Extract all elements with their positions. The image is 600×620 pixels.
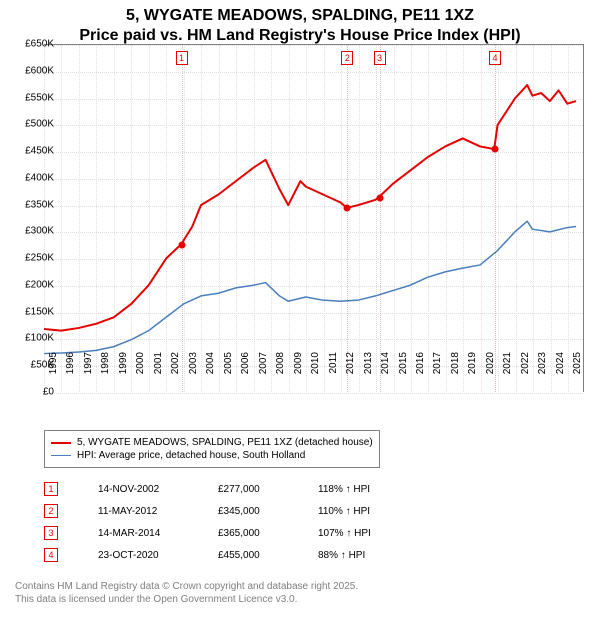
sales-table-row: 4 23-OCT-2020£455,00088% ↑ HPI — [44, 544, 418, 566]
x-tick-label: 2018 — [450, 352, 461, 374]
sales-table-row: 2 11-MAY-2012£345,000110% ↑ HPI — [44, 500, 418, 522]
attribution: Contains HM Land Registry data © Crown c… — [15, 581, 358, 606]
gridline-horizontal — [44, 393, 583, 394]
legend-swatch — [51, 455, 71, 456]
x-tick-label: 2021 — [502, 352, 513, 374]
x-tick-label: 2006 — [240, 352, 251, 374]
plot-area: 1234 — [44, 44, 584, 392]
sales-table-row: 3 14-MAR-2014£365,000107% ↑ HPI — [44, 522, 418, 544]
x-tick-label: 2013 — [363, 352, 374, 374]
x-tick-label: 2025 — [572, 352, 583, 374]
x-tick-label: 2002 — [170, 352, 181, 374]
y-tick-label: £100K — [14, 333, 54, 344]
x-tick-label: 2000 — [135, 352, 146, 374]
y-tick-label: £650K — [14, 39, 54, 50]
sales-row-marker: 4 — [44, 548, 58, 562]
y-tick-label: £400K — [14, 172, 54, 183]
x-tick-label: 2019 — [467, 352, 478, 374]
y-tick-label: £450K — [14, 146, 54, 157]
x-tick-label: 1999 — [118, 352, 129, 374]
x-tick-label: 2015 — [398, 352, 409, 374]
sales-row-hpi: 88% ↑ HPI — [318, 550, 418, 561]
sales-row-price: £365,000 — [218, 528, 318, 539]
x-tick-label: 2011 — [328, 352, 339, 374]
line-layer — [44, 45, 583, 392]
chart-container: 5, WYGATE MEADOWS, SPALDING, PE11 1XZ Pr… — [0, 0, 600, 620]
sales-row-hpi: 110% ↑ HPI — [318, 506, 418, 517]
sales-row-price: £455,000 — [218, 550, 318, 561]
y-tick-label: £550K — [14, 92, 54, 103]
x-tick-label: 2022 — [520, 352, 531, 374]
x-tick-label: 2023 — [537, 352, 548, 374]
y-tick-label: £600K — [14, 65, 54, 76]
sales-table-row: 1 14-NOV-2002£277,000118% ↑ HPI — [44, 478, 418, 500]
sales-table: 1 14-NOV-2002£277,000118% ↑ HPI 2 11-MAY-20… — [44, 478, 418, 566]
legend-item: 5, WYGATE MEADOWS, SPALDING, PE11 1XZ (d… — [51, 437, 373, 448]
x-tick-label: 2005 — [223, 352, 234, 374]
x-tick-label: 2010 — [310, 352, 321, 374]
x-tick-label: 2016 — [415, 352, 426, 374]
x-tick-label: 2004 — [205, 352, 216, 374]
sales-row-date: 11-MAY-2012 — [98, 506, 218, 517]
sales-row-date: 14-NOV-2002 — [98, 484, 218, 495]
x-tick-label: 2020 — [485, 352, 496, 374]
y-tick-label: £500K — [14, 119, 54, 130]
sales-row-date: 23-OCT-2020 — [98, 550, 218, 561]
sales-row-price: £277,000 — [218, 484, 318, 495]
x-tick-label: 2024 — [555, 352, 566, 374]
title-line-1: 5, WYGATE MEADOWS, SPALDING, PE11 1XZ — [0, 6, 600, 26]
y-tick-label: £350K — [14, 199, 54, 210]
x-tick-label: 2017 — [432, 352, 443, 374]
x-tick-label: 1997 — [83, 352, 94, 374]
sales-row-marker: 3 — [44, 526, 58, 540]
x-tick-label: 1996 — [65, 352, 76, 374]
sales-row-price: £345,000 — [218, 506, 318, 517]
y-tick-label: £150K — [14, 306, 54, 317]
y-tick-label: £300K — [14, 226, 54, 237]
x-tick-label: 2014 — [380, 352, 391, 374]
x-tick-label: 1998 — [100, 352, 111, 374]
x-tick-label: 2012 — [345, 352, 356, 374]
sales-row-marker: 1 — [44, 482, 58, 496]
x-tick-label: 2008 — [275, 352, 286, 374]
x-tick-label: 2009 — [293, 352, 304, 374]
legend-swatch — [51, 442, 71, 444]
y-tick-label: £0 — [14, 387, 54, 398]
legend-label: HPI: Average price, detached house, Sout… — [77, 450, 305, 461]
legend-label: 5, WYGATE MEADOWS, SPALDING, PE11 1XZ (d… — [77, 437, 373, 448]
series-line — [44, 85, 576, 331]
sales-row-marker: 2 — [44, 504, 58, 518]
x-tick-label: 2007 — [258, 352, 269, 374]
sales-row-date: 14-MAR-2014 — [98, 528, 218, 539]
series-line — [44, 221, 576, 353]
sales-row-hpi: 118% ↑ HPI — [318, 484, 418, 495]
y-tick-label: £200K — [14, 279, 54, 290]
x-tick-label: 2001 — [153, 352, 164, 374]
attribution-line-1: Contains HM Land Registry data © Crown c… — [15, 581, 358, 594]
title-line-2: Price paid vs. HM Land Registry's House … — [0, 26, 600, 46]
chart-title: 5, WYGATE MEADOWS, SPALDING, PE11 1XZ Pr… — [0, 0, 600, 46]
sales-row-hpi: 107% ↑ HPI — [318, 528, 418, 539]
x-tick-label: 1995 — [48, 352, 59, 374]
y-tick-label: £250K — [14, 253, 54, 264]
attribution-line-2: This data is licensed under the Open Gov… — [15, 594, 358, 607]
x-tick-label: 2003 — [188, 352, 199, 374]
legend-item: HPI: Average price, detached house, Sout… — [51, 450, 373, 461]
legend: 5, WYGATE MEADOWS, SPALDING, PE11 1XZ (d… — [44, 430, 380, 468]
